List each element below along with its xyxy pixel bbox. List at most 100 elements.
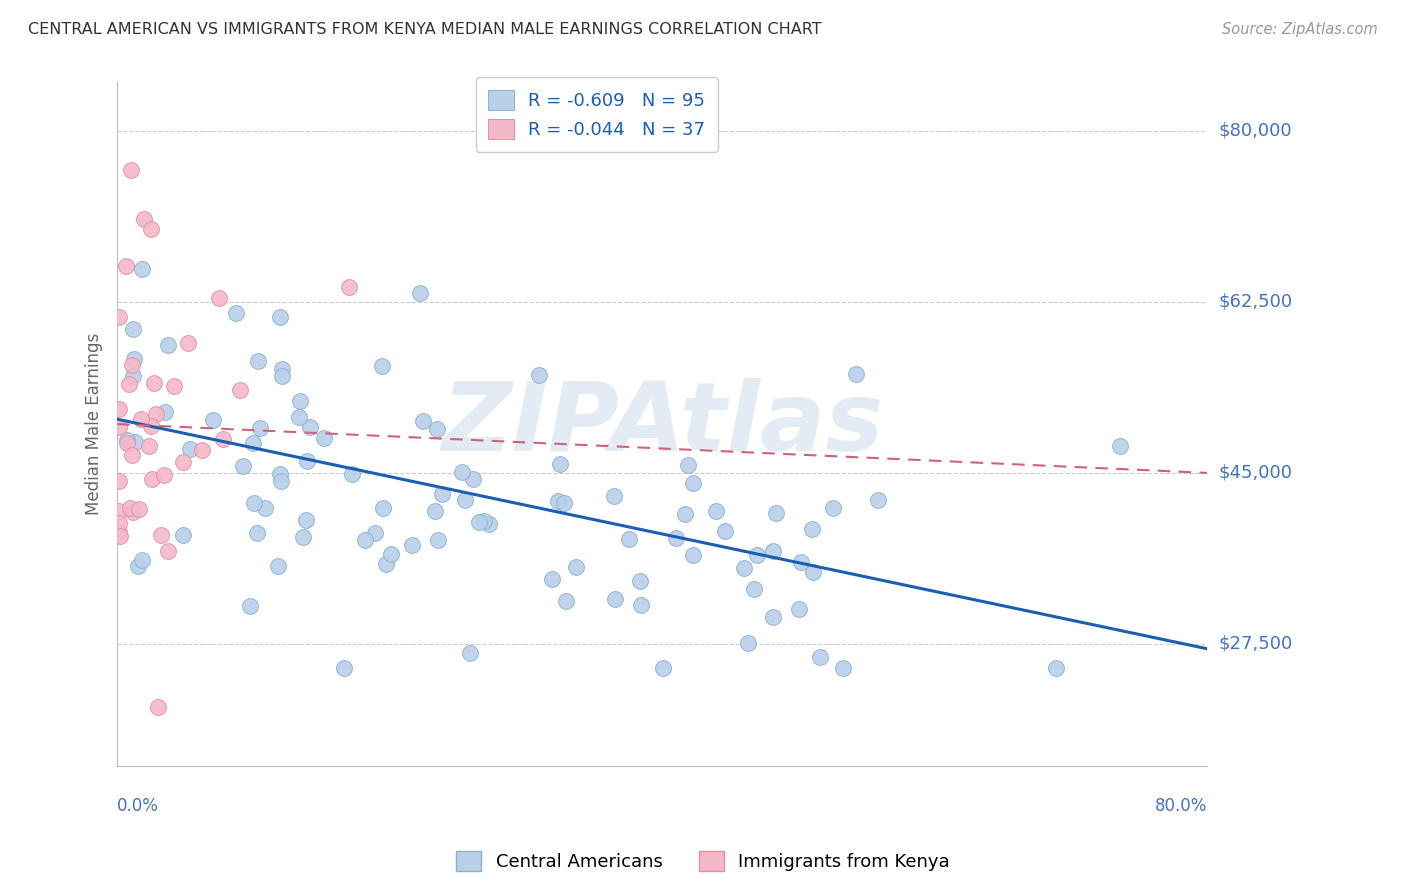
Point bbox=[291, 530, 314, 544]
Point bbox=[823, 501, 845, 516]
Point bbox=[156, 338, 179, 352]
Point bbox=[149, 527, 172, 541]
Point bbox=[682, 548, 704, 562]
Point bbox=[118, 376, 141, 391]
Point bbox=[762, 610, 785, 624]
Point bbox=[733, 561, 755, 575]
Point bbox=[461, 472, 484, 486]
Point bbox=[131, 262, 153, 277]
Point bbox=[682, 475, 704, 490]
Point bbox=[401, 538, 423, 552]
Point bbox=[108, 525, 131, 540]
Point bbox=[868, 493, 890, 508]
Point bbox=[243, 496, 266, 510]
Point bbox=[832, 661, 855, 675]
Point bbox=[172, 528, 194, 542]
Point bbox=[124, 435, 146, 450]
Point bbox=[153, 404, 176, 418]
Point bbox=[270, 362, 292, 376]
Text: $27,500: $27,500 bbox=[1219, 635, 1292, 653]
Point bbox=[108, 401, 131, 416]
Point bbox=[714, 524, 737, 539]
Point bbox=[120, 163, 142, 178]
Point bbox=[145, 407, 167, 421]
Point bbox=[550, 457, 572, 471]
Point bbox=[253, 500, 276, 515]
Point bbox=[527, 368, 550, 383]
Point bbox=[762, 543, 785, 558]
Point bbox=[333, 661, 356, 675]
Point bbox=[127, 559, 149, 574]
Point bbox=[134, 211, 156, 226]
Point bbox=[242, 435, 264, 450]
Text: $80,000: $80,000 bbox=[1219, 122, 1292, 140]
Point bbox=[108, 529, 131, 543]
Point bbox=[468, 516, 491, 530]
Point bbox=[652, 661, 675, 675]
Point bbox=[117, 433, 139, 447]
Point bbox=[117, 436, 139, 450]
Point bbox=[1109, 439, 1132, 453]
Point bbox=[745, 548, 768, 562]
Point bbox=[114, 259, 136, 273]
Point bbox=[288, 410, 311, 425]
Point bbox=[704, 504, 727, 518]
Point bbox=[122, 505, 145, 519]
Legend: Central Americans, Immigrants from Kenya: Central Americans, Immigrants from Kenya bbox=[449, 844, 957, 879]
Point bbox=[121, 448, 143, 462]
Point bbox=[229, 383, 252, 397]
Point bbox=[249, 421, 271, 435]
Point bbox=[765, 506, 787, 520]
Text: 80.0%: 80.0% bbox=[1154, 797, 1208, 814]
Point bbox=[555, 594, 578, 608]
Text: $45,000: $45,000 bbox=[1219, 464, 1292, 482]
Point bbox=[172, 455, 194, 469]
Point bbox=[201, 413, 224, 427]
Point bbox=[146, 700, 169, 714]
Point bbox=[451, 465, 474, 479]
Point bbox=[742, 582, 765, 596]
Point bbox=[157, 544, 180, 558]
Point bbox=[270, 474, 292, 488]
Point bbox=[427, 533, 450, 547]
Point bbox=[808, 649, 831, 664]
Point bbox=[207, 291, 229, 305]
Point bbox=[628, 574, 651, 588]
Point bbox=[412, 413, 434, 427]
Point bbox=[844, 368, 866, 382]
Point bbox=[128, 501, 150, 516]
Point bbox=[246, 354, 269, 368]
Point bbox=[176, 336, 198, 351]
Point bbox=[460, 646, 482, 660]
Point bbox=[630, 598, 652, 612]
Point bbox=[141, 221, 163, 235]
Text: ZIPAtlas: ZIPAtlas bbox=[441, 377, 883, 471]
Point bbox=[294, 513, 316, 527]
Text: $62,500: $62,500 bbox=[1219, 293, 1292, 311]
Point bbox=[430, 487, 453, 501]
Point bbox=[617, 532, 640, 546]
Point bbox=[340, 467, 363, 481]
Point bbox=[225, 306, 247, 320]
Point bbox=[541, 572, 564, 586]
Point bbox=[337, 280, 360, 294]
Point bbox=[191, 443, 214, 458]
Point bbox=[122, 322, 145, 336]
Point bbox=[270, 369, 292, 384]
Point bbox=[547, 494, 569, 508]
Point bbox=[676, 458, 699, 472]
Point bbox=[603, 489, 626, 503]
Point bbox=[122, 369, 145, 384]
Point bbox=[673, 507, 696, 521]
Point bbox=[288, 394, 311, 409]
Point bbox=[107, 420, 129, 434]
Legend: R = -0.609   N = 95, R = -0.044   N = 37: R = -0.609 N = 95, R = -0.044 N = 37 bbox=[475, 78, 718, 152]
Point bbox=[380, 547, 402, 561]
Point bbox=[269, 467, 291, 482]
Point bbox=[454, 492, 477, 507]
Point bbox=[665, 531, 688, 545]
Point bbox=[314, 431, 336, 445]
Point bbox=[553, 496, 575, 510]
Y-axis label: Median Male Earnings: Median Male Earnings bbox=[86, 333, 103, 516]
Text: 0.0%: 0.0% bbox=[117, 797, 159, 814]
